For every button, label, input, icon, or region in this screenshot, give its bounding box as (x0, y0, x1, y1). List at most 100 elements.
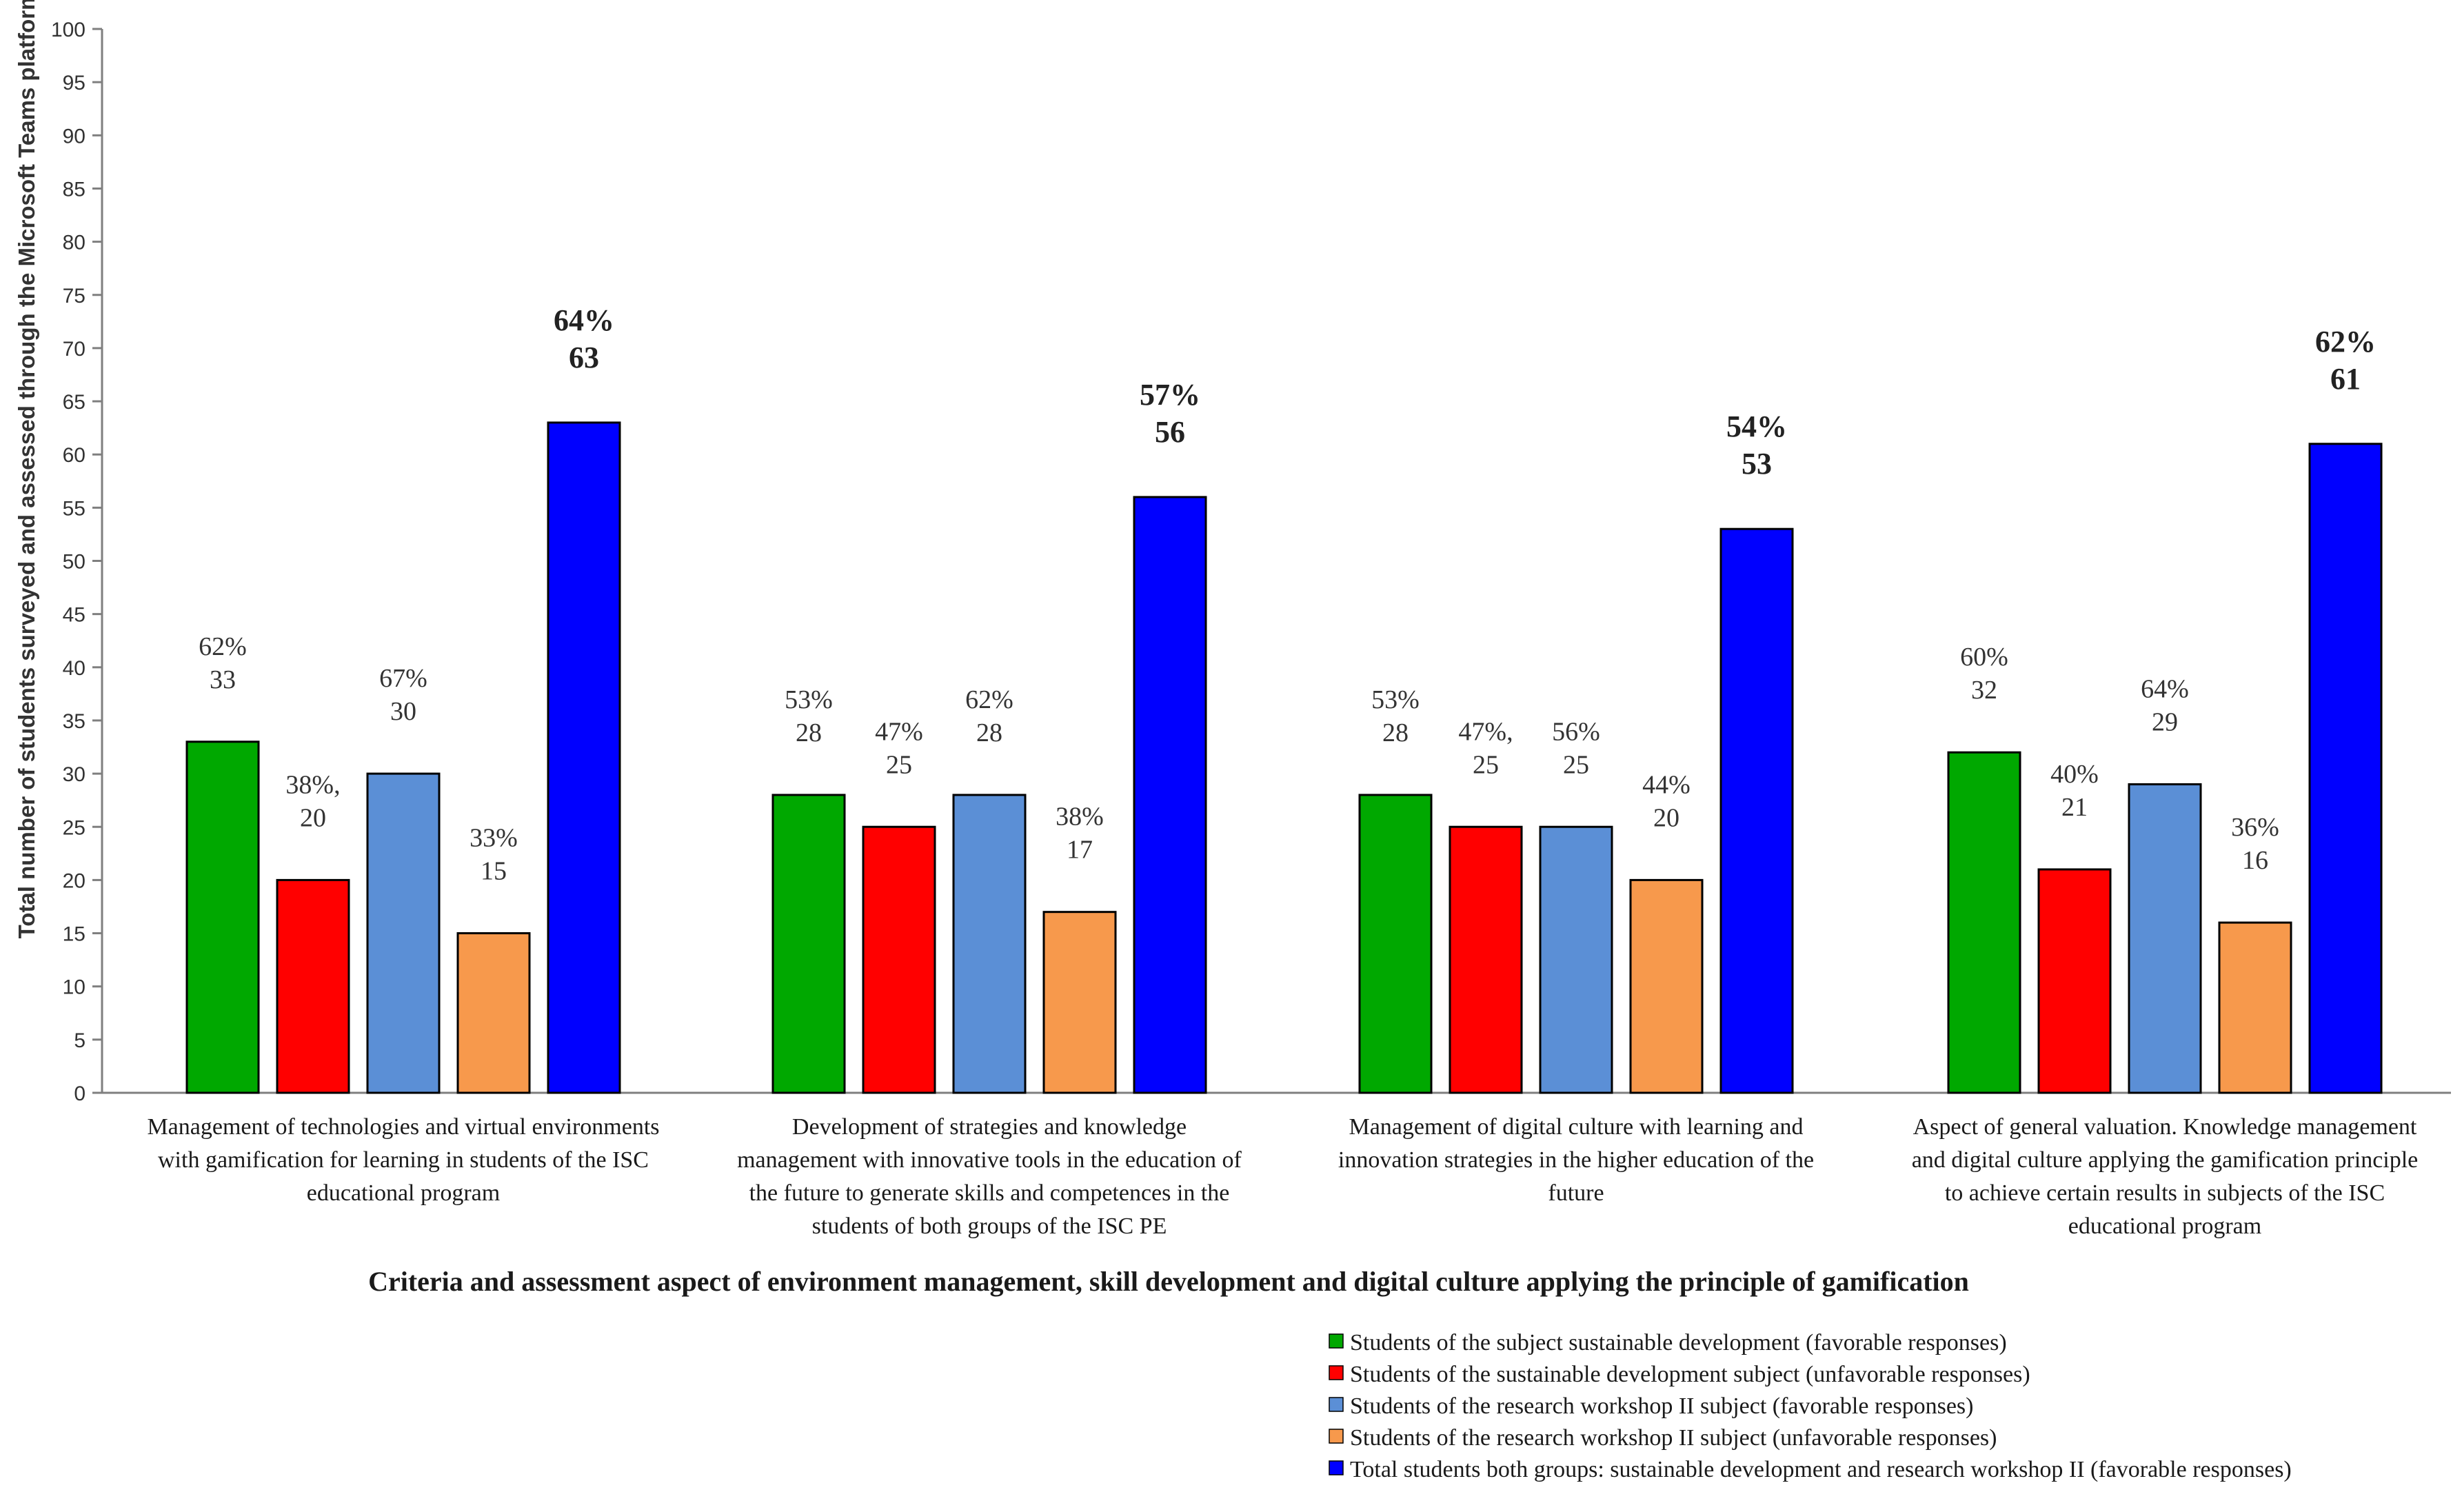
bar (2037, 868, 2112, 1094)
data-label-value: 29 (2152, 708, 2178, 737)
bar (547, 421, 621, 1094)
y-tick-label: 95 (63, 72, 85, 94)
bar (185, 740, 260, 1094)
data-label-value: 32 (1971, 676, 1997, 705)
y-tick-label: 35 (63, 710, 85, 733)
legend-swatch (1329, 1460, 1344, 1475)
data-label-percent: 38%, (285, 770, 340, 799)
bar (952, 794, 1027, 1094)
bar (2218, 921, 2292, 1094)
data-label-value: 30 (390, 697, 416, 726)
y-tick-label: 5 (74, 1029, 85, 1052)
bar (456, 932, 531, 1094)
y-tick-label: 25 (63, 816, 85, 839)
bar (1629, 878, 1704, 1094)
bar (1358, 794, 1433, 1094)
data-label-percent: 47% (875, 717, 923, 746)
bar (1133, 496, 1207, 1094)
data-label-percent: 67% (379, 664, 427, 693)
y-tick-label: 70 (63, 338, 85, 361)
data-label-percent: 38% (1056, 803, 1104, 831)
data-label-value: 61 (2330, 362, 2361, 396)
y-tick-label: 15 (63, 923, 85, 946)
legend-swatch (1329, 1397, 1344, 1412)
bar (771, 794, 846, 1094)
data-label-percent: 47%, (1458, 717, 1513, 746)
data-label-value: 28 (796, 718, 822, 747)
bar (1539, 825, 1613, 1094)
category-label: with gamification for learning in studen… (158, 1147, 649, 1173)
data-label-percent: 64% (554, 303, 614, 337)
y-axis-title: Total number of students surveyed and as… (14, 0, 39, 938)
data-label-percent: 44% (1642, 770, 1691, 799)
y-tick-label: 40 (63, 657, 85, 680)
y-tick-label: 65 (63, 391, 85, 414)
category-label: and digital culture applying the gamific… (1912, 1147, 2419, 1173)
data-label-value: 21 (2061, 793, 2088, 822)
y-tick-label: 50 (63, 551, 85, 574)
category-label: management with innovative tools in the … (737, 1147, 1242, 1173)
legend-swatch (1329, 1333, 1344, 1349)
data-label-value: 15 (481, 857, 507, 886)
y-tick-label: 90 (63, 125, 85, 148)
category-label: to achieve certain results in subjects o… (1945, 1180, 2385, 1206)
category-label: educational program (307, 1180, 500, 1206)
data-label-value: 16 (2242, 846, 2268, 875)
legend-item-label: Total students both groups: sustainable … (1350, 1457, 2292, 1482)
bar (862, 825, 936, 1094)
data-label-value: 25 (1563, 750, 1589, 779)
data-label-percent: 36% (2231, 813, 2279, 842)
y-tick-label: 55 (63, 497, 85, 520)
legend-item-label: Students of the research workshop II sub… (1350, 1425, 1997, 1451)
data-label-percent: 60% (1960, 643, 2008, 672)
y-tick-label: 75 (63, 285, 85, 308)
category-label: innovation strategies in the higher educ… (1338, 1147, 1814, 1173)
y-tick-label: 100 (51, 19, 85, 41)
data-label-value: 28 (1382, 718, 1409, 747)
data-label-percent: 56% (1552, 717, 1600, 746)
category-label: Management of digital culture with learn… (1349, 1114, 1803, 1140)
legend-swatch (1329, 1429, 1344, 1444)
data-label-value: 17 (1067, 836, 1093, 865)
category-label: Aspect of general valuation. Knowledge m… (1913, 1114, 2417, 1140)
data-label-value: 28 (976, 718, 1002, 747)
data-label-value: 20 (1653, 803, 1679, 832)
y-tick-label: 80 (63, 232, 85, 254)
data-label-percent: 53% (1371, 685, 1420, 714)
category-label: the future to generate skills and compet… (749, 1180, 1230, 1206)
data-label-value: 56 (1155, 415, 1185, 449)
data-label-value: 25 (1473, 750, 1499, 779)
bar (1719, 527, 1794, 1094)
bar (1947, 751, 2021, 1094)
y-tick-label: 0 (74, 1082, 85, 1105)
data-label-percent: 62% (199, 632, 247, 661)
data-label-percent: 33% (470, 824, 518, 853)
data-label-value: 63 (569, 341, 599, 374)
legend-item-label: Students of the subject sustainable deve… (1350, 1330, 2007, 1355)
data-label-value: 53 (1742, 447, 1772, 481)
data-label-percent: 57% (1140, 378, 1200, 412)
bar (1042, 911, 1117, 1094)
data-label-percent: 62% (2315, 325, 2376, 359)
data-label-value: 20 (300, 803, 326, 832)
data-label-percent: 53% (785, 685, 833, 714)
category-label: Management of technologies and virtual e… (147, 1114, 659, 1140)
y-tick-label: 30 (63, 763, 85, 786)
bar (2128, 783, 2202, 1094)
y-tick-label: 10 (63, 976, 85, 999)
y-tick-label: 45 (63, 604, 85, 627)
category-label: Development of strategies and knowledge (792, 1114, 1187, 1140)
data-label-value: 25 (886, 750, 912, 779)
legend-swatch (1329, 1365, 1344, 1380)
data-label-percent: 40% (2050, 760, 2099, 789)
category-label: future (1548, 1180, 1604, 1206)
category-label: students of both groups of the ISC PE (812, 1213, 1167, 1239)
bar (366, 772, 441, 1094)
data-label-percent: 62% (965, 685, 1013, 714)
category-label: educational program (2068, 1213, 2261, 1239)
bar (2308, 443, 2383, 1094)
x-axis-title: Criteria and assessment aspect of enviro… (368, 1266, 1969, 1297)
y-tick-label: 85 (63, 178, 85, 201)
